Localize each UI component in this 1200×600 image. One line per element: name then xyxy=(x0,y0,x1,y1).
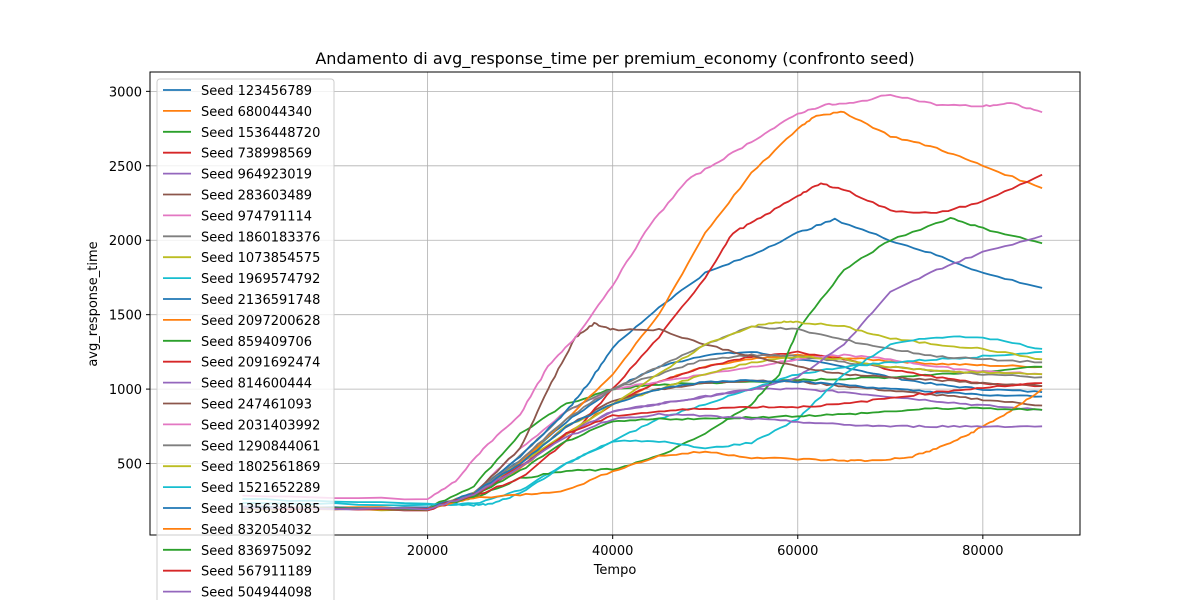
series-line-24 xyxy=(242,412,1043,511)
series-line-13 xyxy=(242,173,1043,512)
series-line-19 xyxy=(242,335,1043,507)
legend-label: Seed 1073854575 xyxy=(201,251,320,266)
legend-label: Seed 1969574792 xyxy=(201,272,320,287)
y-tick-label: 1000 xyxy=(109,383,142,398)
legend-label: Seed 814600444 xyxy=(201,377,312,392)
x-tick-label: 20000 xyxy=(407,544,448,559)
legend-label: Seed 1860183376 xyxy=(201,230,320,245)
y-tick-label: 500 xyxy=(117,458,142,473)
legend-label: Seed 836975092 xyxy=(201,544,312,559)
series-line-16 xyxy=(242,94,1043,501)
x-tick-label: 40000 xyxy=(592,544,633,559)
legend-label: Seed 2091692474 xyxy=(201,356,320,371)
y-tick-label: 2500 xyxy=(109,160,142,175)
legend-label: Seed 1802561869 xyxy=(201,460,320,475)
plot-frame xyxy=(149,71,1081,536)
legend-label: Seed 504944098 xyxy=(201,586,312,600)
legend-label: Seed 567911189 xyxy=(201,565,312,580)
legend-label: Seed 859409706 xyxy=(201,335,312,350)
legend-label: Seed 964923019 xyxy=(201,168,312,183)
legend-label: Seed 123456789 xyxy=(201,84,312,99)
legend-label: Seed 1290844061 xyxy=(201,439,320,454)
legend-box xyxy=(156,78,335,600)
x-tick-label: 60000 xyxy=(777,544,818,559)
legend-label: Seed 832054032 xyxy=(201,523,312,538)
legend-label: Seed 1536448720 xyxy=(201,126,320,141)
legend-label: Seed 2097200628 xyxy=(201,314,320,329)
series-line-20 xyxy=(242,379,1043,510)
legend-label: Seed 2136591748 xyxy=(201,293,320,308)
chart-title: Andamento di avg_response_time per premi… xyxy=(315,49,914,69)
series-line-22 xyxy=(242,406,1043,511)
legend-label: Seed 247461093 xyxy=(201,398,312,413)
series-lines xyxy=(242,94,1043,512)
legend: Seed 123456789 Seed 680044340 Seed 1536448… xyxy=(156,78,335,600)
y-axis-label: avg_response_time xyxy=(86,241,101,366)
legend-label: Seed 1521652289 xyxy=(201,481,320,496)
legend-label: Seed 1356385085 xyxy=(201,502,320,517)
legend-label: Seed 2031403992 xyxy=(201,418,320,433)
series-line-21 xyxy=(242,388,1043,511)
legend-label: Seed 974791114 xyxy=(201,209,312,224)
legend-label: Seed 680044340 xyxy=(201,105,312,120)
x-axis-label: Tempo xyxy=(593,563,637,578)
legend-label: Seed 738998569 xyxy=(201,147,312,162)
y-axis-ticks: 500 1000 1500 2000 2500 3000 xyxy=(109,85,150,473)
series-line-15 xyxy=(242,321,1043,511)
y-tick-label: 3000 xyxy=(109,85,142,100)
y-tick-label: 1500 xyxy=(109,309,142,324)
legend-label: Seed 283603489 xyxy=(201,189,312,204)
series-line-9 xyxy=(242,351,1043,507)
x-tick-label: 80000 xyxy=(962,544,1003,559)
y-tick-label: 2000 xyxy=(109,234,142,249)
x-axis-ticks: 20000 40000 60000 80000 xyxy=(407,535,1004,559)
